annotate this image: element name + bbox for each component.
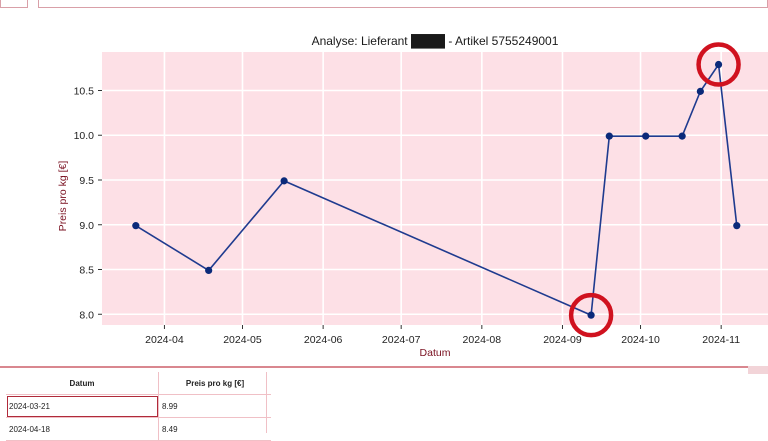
data-point xyxy=(280,177,288,185)
data-point xyxy=(678,132,686,140)
panel-scroll-strip[interactable] xyxy=(748,366,768,374)
x-tick-label: 2024-09 xyxy=(543,334,582,346)
toolbar-field-left[interactable] xyxy=(0,0,28,8)
plot-area xyxy=(102,52,768,325)
data-point xyxy=(132,222,140,230)
top-toolbar xyxy=(0,0,768,8)
x-tick-label: 2024-11 xyxy=(702,334,740,346)
table-cell-price[interactable]: 8.99 xyxy=(158,394,271,418)
highlight-circle xyxy=(696,42,741,87)
y-axis-label: Preis pro kg [€] xyxy=(57,161,69,232)
data-point xyxy=(733,222,741,230)
chart-svg: 2024-04 2024-05 2024-06 2024-07 2024-08 2024-… xyxy=(57,34,768,359)
y-tick-label: 8.0 xyxy=(79,309,94,321)
data-point xyxy=(714,60,723,69)
data-point xyxy=(587,311,595,319)
table-cell-price[interactable]: 8.49 xyxy=(158,417,271,441)
x-tick-label: 2024-05 xyxy=(223,334,262,346)
chart-title: Analyse: Lieferant ████ - Artikel 575524… xyxy=(312,34,559,49)
x-tick-label: 2024-06 xyxy=(304,334,343,346)
x-axis-label: Datum xyxy=(420,347,451,359)
x-tick-label: 2024-08 xyxy=(463,334,502,346)
price-chart: 2024-04 2024-05 2024-06 2024-07 2024-08 2024-… xyxy=(0,8,768,366)
series-line xyxy=(135,62,738,317)
table-row[interactable]: 2024-03-21 8.99 xyxy=(6,394,271,418)
y-tick-label: 9.5 xyxy=(79,175,94,187)
table-cell-date[interactable]: 2024-03-21 xyxy=(6,394,159,418)
table-cell-date[interactable]: 2024-04-18 xyxy=(6,417,159,441)
y-tick-label: 10.0 xyxy=(74,130,95,142)
highlight-circle xyxy=(568,292,614,338)
x-tick-label: 2024-07 xyxy=(382,334,421,346)
data-point xyxy=(642,132,650,140)
table-header-date[interactable]: Datum xyxy=(6,372,159,395)
data-point xyxy=(205,266,213,274)
data-point xyxy=(605,132,613,140)
x-tick-label: 2024-04 xyxy=(145,334,184,346)
y-tick-label: 8.5 xyxy=(79,265,94,277)
table-header-price[interactable]: Preis pro kg [€] xyxy=(158,372,271,395)
toolbar-field-right[interactable] xyxy=(38,0,768,8)
table-border xyxy=(266,372,267,433)
table-row[interactable]: 2024-04-18 8.49 xyxy=(6,417,271,441)
data-point xyxy=(696,87,704,95)
price-table: Datum Preis pro kg [€] 2024-03-21 8.99 2… xyxy=(6,372,271,441)
y-tick-label: 10.5 xyxy=(74,85,95,97)
y-tick-label: 9.0 xyxy=(79,220,94,232)
x-tick-label: 2024-10 xyxy=(621,334,660,346)
